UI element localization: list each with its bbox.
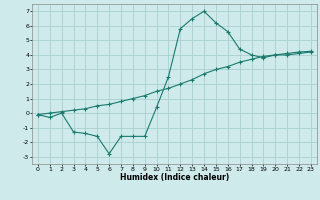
X-axis label: Humidex (Indice chaleur): Humidex (Indice chaleur) bbox=[120, 173, 229, 182]
